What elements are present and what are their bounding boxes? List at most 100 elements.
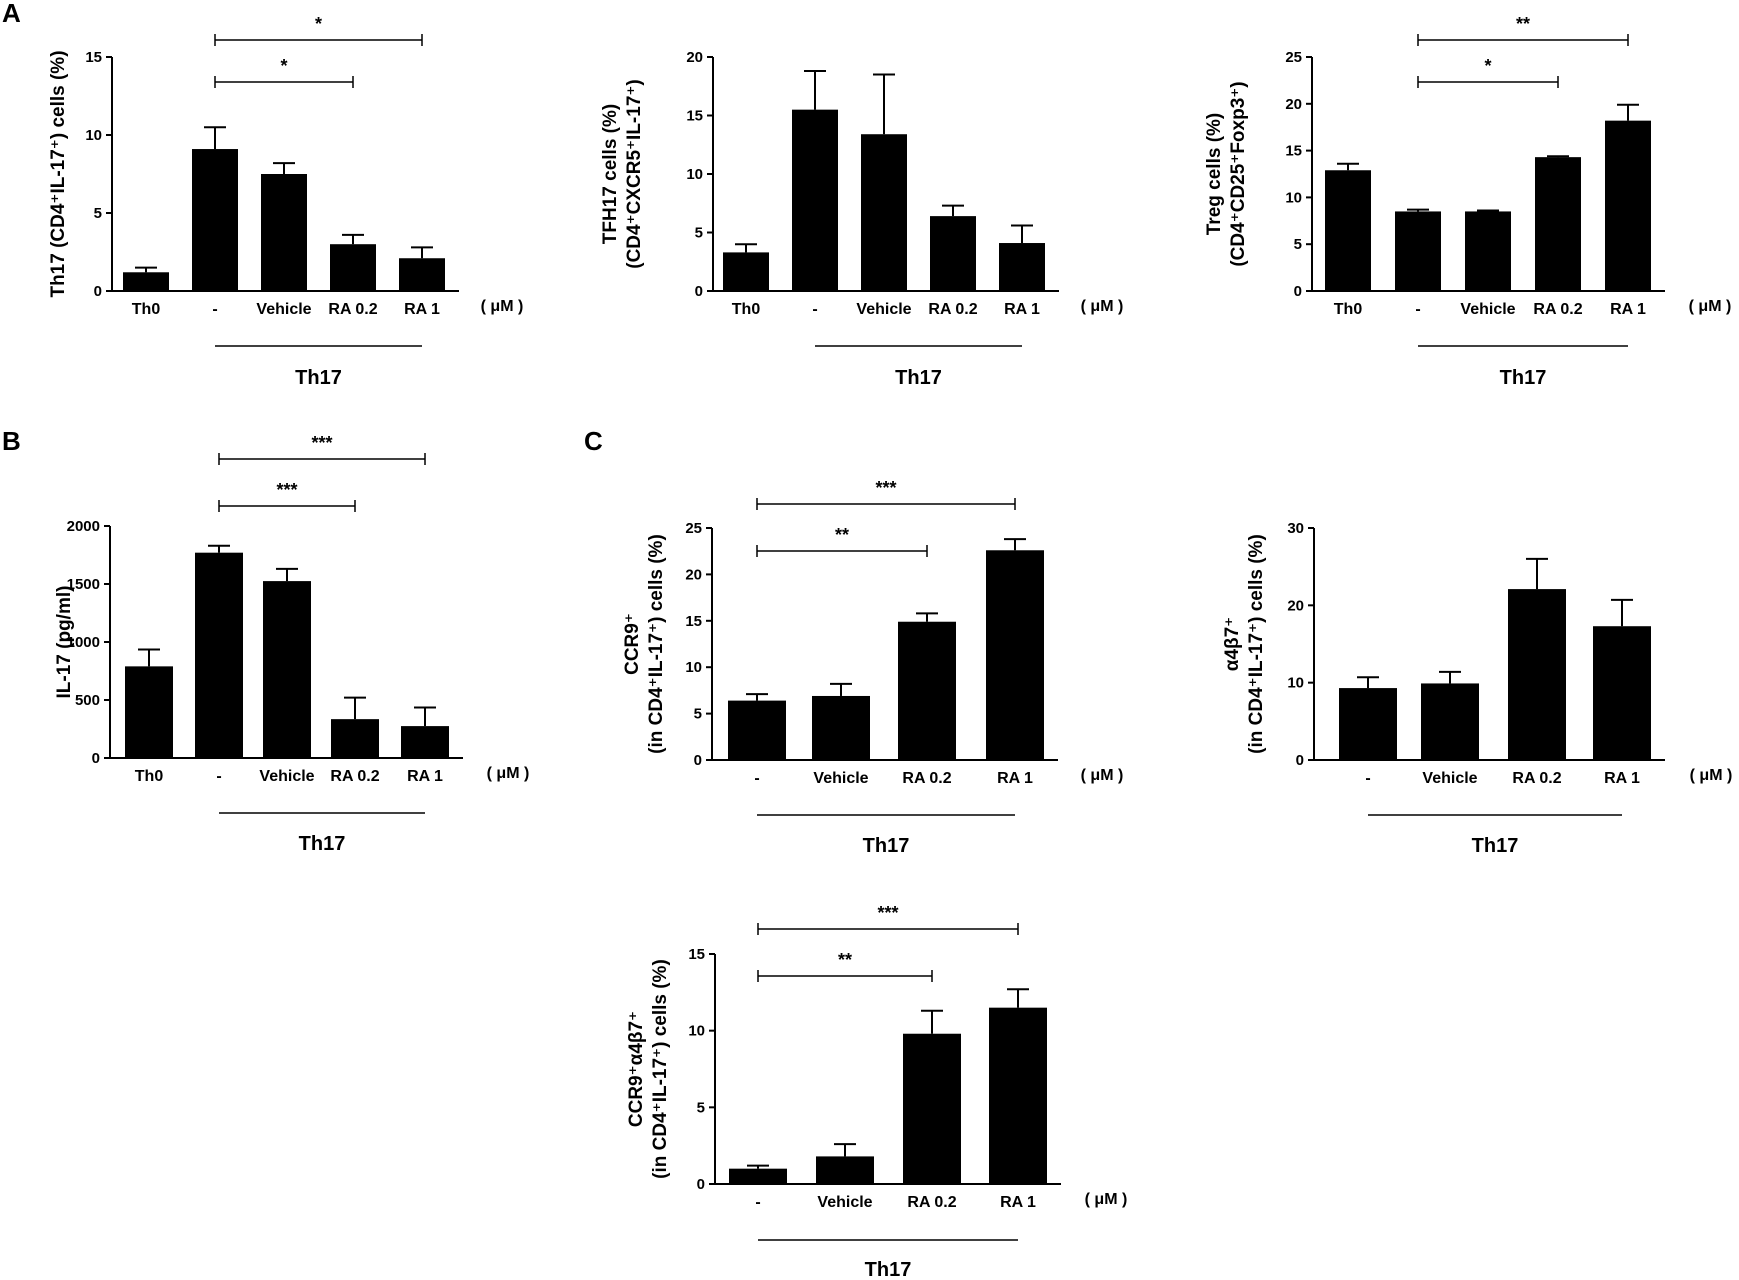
x-category-label: RA 0.2 — [328, 301, 377, 318]
x-category-label: Vehicle — [1460, 301, 1515, 318]
significance-label: * — [315, 14, 322, 34]
significance-label: ** — [835, 525, 849, 545]
y-axis-label: α4β7⁺ — [1222, 617, 1243, 671]
bar — [195, 552, 243, 758]
bar — [261, 174, 307, 291]
x-category-label: RA 1 — [1000, 1194, 1036, 1211]
y-axis-label: Th17 (CD4⁺IL-17⁺) cells (%) — [48, 50, 69, 297]
y-axis-label: (in CD4⁺IL-17⁺) cells (%) — [1246, 534, 1267, 754]
significance-label: *** — [877, 903, 898, 923]
x-category-label: Vehicle — [813, 770, 868, 787]
group-label: Th17 — [1500, 367, 1547, 389]
y-tick-label: 20 — [686, 49, 703, 66]
y-tick-label: 0 — [695, 283, 703, 300]
charts-layer: 0 5 10 15 Th17 (CD4⁺IL-17⁺) cells (%) Th0 - Veh… — [48, 14, 1732, 1280]
y-tick-label: 10 — [1287, 675, 1304, 692]
y-axis-label: (in CD4⁺IL-17⁺) cells (%) — [646, 534, 667, 754]
significance-label: *** — [311, 433, 332, 453]
y-tick-label: 15 — [685, 613, 702, 630]
bar — [930, 216, 976, 291]
x-category-label: RA 0.2 — [330, 768, 379, 785]
unit-label: ( μM ) — [1085, 1191, 1128, 1208]
y-axis-label: TFH17 cells (%) — [600, 104, 621, 244]
group-label: Th17 — [295, 367, 342, 389]
x-category-label: Vehicle — [256, 301, 311, 318]
bar — [989, 1007, 1047, 1184]
x-category-label: - — [812, 301, 817, 318]
bar — [401, 726, 449, 758]
bar — [1339, 688, 1397, 760]
x-category-label: - — [1365, 770, 1370, 787]
x-category-label: Vehicle — [1422, 770, 1477, 787]
chart-4: 0 500 1000 1500 2000 IL-17 (pg/ml) Th0 - Vehicle… — [54, 433, 529, 855]
unit-label: ( μM ) — [481, 298, 524, 315]
y-tick-label: 10 — [688, 1023, 705, 1040]
y-tick-label: 5 — [694, 706, 702, 723]
x-category-label: Th0 — [132, 301, 161, 318]
y-tick-label: 0 — [94, 283, 102, 300]
y-tick-label: 10 — [1285, 189, 1302, 206]
bar — [192, 149, 238, 291]
group-label: Th17 — [1472, 835, 1519, 857]
x-category-label: RA 0.2 — [902, 770, 951, 787]
y-tick-label: 10 — [85, 127, 102, 144]
y-axis-label: CCR9⁺ — [622, 613, 643, 675]
y-tick-label: 1000 — [67, 634, 100, 651]
significance-label: * — [280, 56, 287, 76]
bar — [123, 272, 169, 291]
y-tick-label: 15 — [1285, 143, 1302, 160]
significance-label: * — [1484, 56, 1491, 76]
y-tick-label: 20 — [1285, 96, 1302, 113]
x-category-label: RA 0.2 — [1512, 770, 1561, 787]
bar — [792, 109, 838, 292]
chart-3: 0 5 10 15 20 25 Treg cells (%) (CD4⁺CD25⁺Foxp3⁺… — [1204, 14, 1731, 389]
panel-label-a: A — [2, 0, 21, 28]
bar — [812, 695, 870, 760]
significance-label: ** — [838, 950, 852, 970]
bar — [861, 134, 907, 291]
bar — [903, 1033, 961, 1184]
x-category-label: Th0 — [1334, 301, 1363, 318]
y-tick-label: 5 — [1294, 236, 1302, 253]
bar — [1395, 211, 1441, 291]
y-tick-label: 1500 — [67, 576, 100, 593]
bar — [399, 258, 445, 291]
significance-label: *** — [875, 478, 896, 498]
x-category-label: RA 1 — [1610, 301, 1646, 318]
y-axis-label: CCR9⁺α4β7⁺ — [626, 1011, 647, 1127]
y-tick-label: 30 — [1287, 520, 1304, 537]
y-tick-label: 500 — [75, 692, 100, 709]
bar — [1421, 683, 1479, 760]
bar — [1535, 157, 1581, 291]
unit-label: ( μM ) — [1081, 767, 1124, 784]
bar — [1593, 626, 1651, 760]
x-category-label: Vehicle — [259, 768, 314, 785]
y-axis-label: (CD4⁺CXCR5⁺IL-17⁺) — [624, 79, 645, 269]
bar — [999, 243, 1045, 291]
bar — [125, 666, 173, 758]
bar — [986, 550, 1044, 760]
y-tick-label: 10 — [685, 659, 702, 676]
bar — [898, 621, 956, 760]
bar — [330, 244, 376, 291]
y-tick-label: 5 — [697, 1099, 705, 1116]
unit-label: ( μM ) — [1081, 298, 1124, 315]
y-tick-label: 20 — [685, 566, 702, 583]
x-category-label: Vehicle — [817, 1194, 872, 1211]
x-category-label: RA 1 — [404, 301, 440, 318]
y-tick-label: 0 — [1294, 283, 1302, 300]
chart-2: 0 5 10 15 20 TFH17 cells (%) (CD4⁺CXCR5⁺IL-17⁺… — [600, 49, 1123, 389]
x-category-label: RA 1 — [997, 770, 1033, 787]
chart-7: 0 5 10 15 CCR9⁺α4β7⁺ (in CD4⁺IL-17⁺) cells (%… — [626, 903, 1127, 1280]
bar — [331, 719, 379, 758]
group-label: Th17 — [299, 833, 346, 855]
x-category-label: - — [212, 301, 217, 318]
bar — [1508, 589, 1566, 760]
bar — [723, 252, 769, 291]
bar — [263, 581, 311, 758]
x-category-label: RA 1 — [1004, 301, 1040, 318]
y-tick-label: 5 — [94, 205, 102, 222]
unit-label: ( μM ) — [1689, 298, 1732, 315]
y-axis-label: (in CD4⁺IL-17⁺) cells (%) — [650, 959, 671, 1179]
x-category-label: - — [754, 770, 759, 787]
